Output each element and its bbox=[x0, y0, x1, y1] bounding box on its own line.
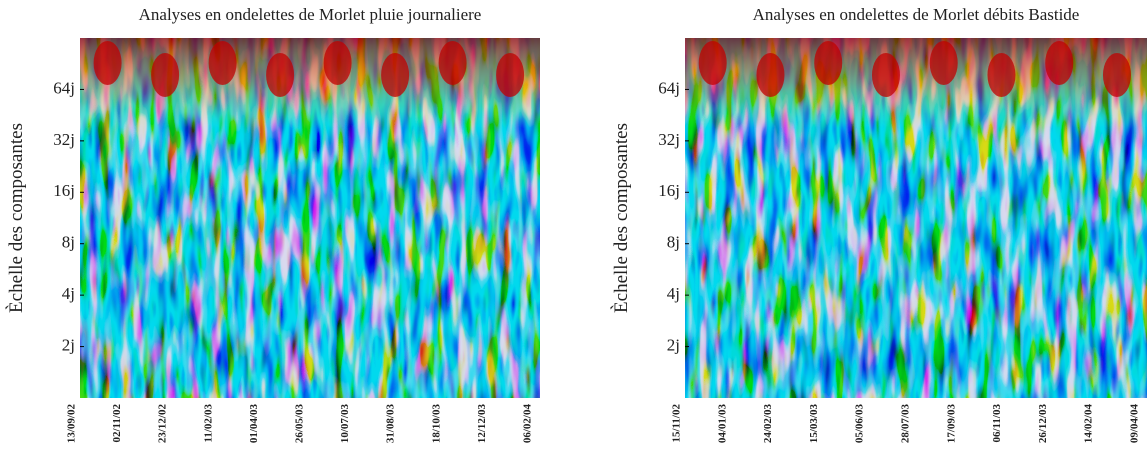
x-tick-label: 15/03/03 bbox=[808, 404, 820, 444]
y-tick-label: 16j bbox=[658, 181, 680, 200]
x-tick-label: 18/10/03 bbox=[430, 404, 442, 444]
x-tick-label: 02/11/02 bbox=[111, 404, 123, 443]
y-tick-label: 64j bbox=[53, 78, 75, 97]
x-tick-label: 13/09/02 bbox=[66, 404, 78, 444]
x-tick-label: 26/12/03 bbox=[1037, 404, 1049, 444]
y-tick-label: 32j bbox=[53, 130, 75, 149]
x-tick-label: 01/04/03 bbox=[248, 404, 260, 444]
x-tick-label: 10/07/03 bbox=[339, 404, 351, 444]
scalogram-high-scale bbox=[80, 38, 540, 128]
x-tick-label: 14/02/04 bbox=[1083, 404, 1095, 444]
scalogram-high-scale bbox=[685, 38, 1147, 128]
scalogram-blob bbox=[1102, 53, 1131, 97]
chart-title: Analyses en ondelettes de Morlet pluie j… bbox=[139, 5, 482, 24]
y-tick-label: 4j bbox=[667, 284, 680, 303]
scalogram-blob bbox=[151, 53, 180, 97]
x-tick-label: 17/09/03 bbox=[945, 404, 957, 444]
scalogram-blob bbox=[381, 53, 410, 97]
scalogram-blob bbox=[323, 41, 352, 85]
x-tick-label: 06/11/03 bbox=[991, 404, 1003, 443]
y-tick-label: 2j bbox=[667, 335, 680, 354]
chart-title: Analyses en ondelettes de Morlet débits … bbox=[753, 5, 1080, 24]
scalogram-blob bbox=[208, 41, 237, 85]
x-tick-label: 06/02/04 bbox=[522, 404, 534, 444]
y-axis-label: Èchelle des composantes bbox=[610, 123, 632, 313]
x-tick-label: 28/07/03 bbox=[900, 404, 912, 444]
x-tick-label: 23/12/02 bbox=[157, 404, 169, 444]
scalogram-blob bbox=[871, 53, 900, 97]
x-tick-label: 26/05/03 bbox=[294, 404, 306, 444]
y-tick-label: 8j bbox=[667, 233, 680, 252]
scalogram-blob bbox=[698, 41, 727, 85]
scalogram-blob bbox=[929, 41, 958, 85]
scalogram-blob bbox=[438, 41, 467, 85]
y-tick-label: 32j bbox=[658, 130, 680, 149]
scalogram-blob bbox=[93, 41, 122, 85]
x-tick-label: 15/11/02 bbox=[671, 404, 683, 443]
y-axis-label: Èchelle des composantes bbox=[5, 123, 27, 313]
scalogram-blob bbox=[814, 41, 843, 85]
scalogram-blob bbox=[266, 53, 295, 97]
x-tick-label: 04/01/03 bbox=[716, 404, 728, 444]
x-tick-label: 12/12/03 bbox=[476, 404, 488, 444]
y-tick-label: 4j bbox=[62, 284, 75, 303]
scalogram-blob bbox=[756, 53, 785, 97]
x-tick-label: 24/02/03 bbox=[762, 404, 774, 444]
x-tick-label: 11/02/03 bbox=[202, 404, 214, 443]
y-tick-label: 2j bbox=[62, 335, 75, 354]
scalogram-blob bbox=[987, 53, 1016, 97]
x-tick-label: 09/04/04 bbox=[1129, 404, 1141, 444]
y-tick-label: 64j bbox=[658, 78, 680, 97]
y-tick-label: 8j bbox=[62, 233, 75, 252]
x-tick-label: 05/06/03 bbox=[854, 404, 866, 444]
x-tick-label: 31/08/03 bbox=[385, 404, 397, 444]
scalogram-blob bbox=[1045, 41, 1074, 85]
scalogram-blob bbox=[496, 53, 525, 97]
y-tick-label: 16j bbox=[53, 181, 75, 200]
